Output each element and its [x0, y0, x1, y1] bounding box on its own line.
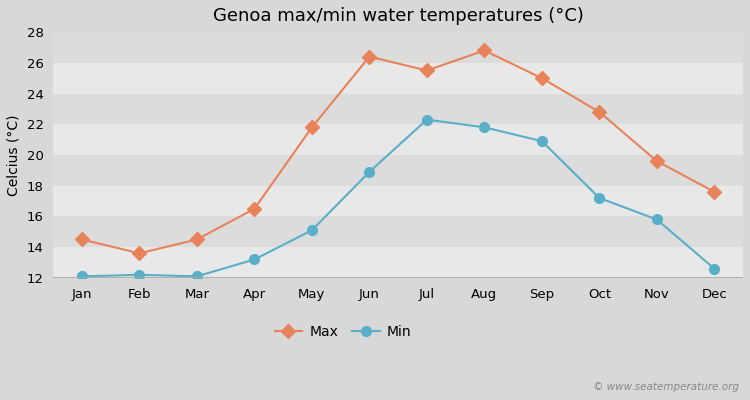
- Title: Genoa max/min water temperatures (°C): Genoa max/min water temperatures (°C): [213, 7, 584, 25]
- Bar: [53, 186, 743, 216]
- Bar: [53, 155, 743, 186]
- Bar: [53, 63, 743, 94]
- Bar: [53, 124, 743, 155]
- Bar: [53, 94, 743, 124]
- Bar: [53, 32, 743, 63]
- Y-axis label: Celcius (°C): Celcius (°C): [7, 114, 21, 196]
- Bar: [53, 216, 743, 247]
- Bar: [53, 247, 743, 278]
- Legend: Max, Min: Max, Min: [269, 319, 417, 344]
- Text: © www.seatemperature.org: © www.seatemperature.org: [592, 382, 739, 392]
